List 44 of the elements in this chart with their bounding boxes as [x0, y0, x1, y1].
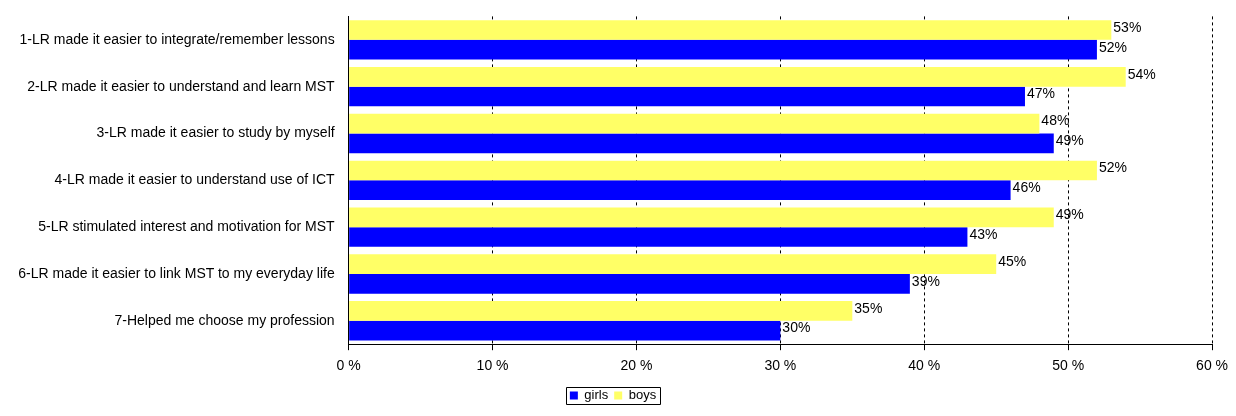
data-label: 48% [1041, 112, 1070, 129]
x-tick-label: 50 % [1052, 357, 1085, 374]
data-label: 49% [1055, 206, 1084, 223]
data-label: 43% [969, 225, 998, 242]
x-tick-label: 20 % [620, 357, 653, 374]
x-tick-label: 10 % [476, 357, 509, 374]
data-label: 30% [782, 319, 811, 336]
bar [349, 39, 1097, 60]
data-label: 49% [1055, 132, 1084, 149]
bar [349, 86, 1025, 107]
y-tick-label: 6-LR made it easier to link MST to my everyday life [18, 264, 335, 281]
data-label: 52% [1098, 38, 1127, 55]
y-tick-label: 5-LR stimulated interest and motivation for MST [38, 217, 336, 234]
y-tick-label: 3-LR made it easier to study by myself [96, 124, 335, 141]
data-label: 52% [1098, 159, 1127, 176]
data-label: 46% [1012, 178, 1041, 195]
bar [349, 301, 853, 321]
bar [349, 113, 1040, 134]
bar [349, 320, 781, 341]
bar [349, 160, 1097, 181]
data-label: 35% [854, 299, 883, 316]
data-label: 53% [1113, 18, 1142, 35]
y-tick-label: 2-LR made it easier to understand and learn MST [27, 77, 336, 94]
data-label: 39% [911, 272, 940, 289]
bar [349, 254, 997, 274]
data-label: 54% [1127, 65, 1156, 82]
y-tick-label: 7-Helped me choose my profession [114, 311, 335, 328]
bar [349, 227, 968, 247]
bar [349, 273, 910, 294]
x-tick-label: 30 % [764, 357, 797, 374]
bar [349, 180, 1011, 200]
bar [349, 20, 1112, 40]
x-tick-label: 60 % [1196, 357, 1229, 374]
y-tick-label: 4-LR made it easier to understand use of ICT [54, 171, 336, 188]
y-tick-label: 1-LR made it easier to integrate/remember lessons [19, 30, 335, 47]
x-tick-label: 40 % [908, 357, 941, 374]
bar [349, 207, 1054, 228]
bar [349, 133, 1054, 154]
legend-label: girls [584, 387, 609, 403]
data-label: 47% [1026, 85, 1056, 102]
legend-label: boys [628, 387, 657, 403]
x-tick-label: 0 % [336, 357, 361, 374]
bar [349, 66, 1126, 87]
data-label: 45% [998, 252, 1027, 269]
